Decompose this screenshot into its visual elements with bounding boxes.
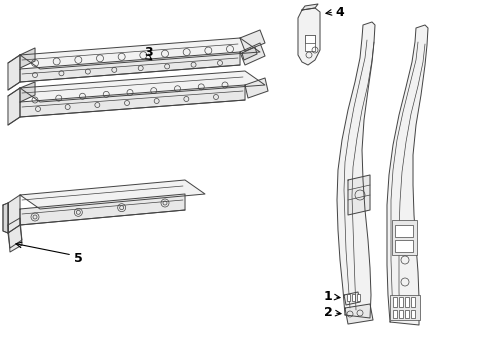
Polygon shape (20, 71, 265, 102)
Text: 1: 1 (323, 291, 332, 303)
Bar (390, 295, 420, 320)
Bar (357, 294, 360, 301)
Polygon shape (240, 30, 265, 51)
Polygon shape (302, 4, 318, 10)
Polygon shape (20, 52, 240, 82)
Text: 3: 3 (144, 45, 152, 59)
Bar (352, 294, 355, 301)
Polygon shape (20, 194, 185, 225)
Bar (347, 294, 350, 301)
Bar (399, 297, 403, 307)
Bar (399, 310, 403, 318)
Polygon shape (8, 218, 22, 252)
Bar (405, 310, 409, 318)
Polygon shape (337, 22, 375, 318)
Bar (395, 225, 413, 237)
Polygon shape (8, 225, 22, 248)
Bar (411, 310, 415, 318)
Polygon shape (8, 195, 20, 233)
Polygon shape (348, 175, 370, 215)
Polygon shape (240, 43, 265, 65)
Text: 2: 2 (323, 306, 332, 320)
Bar (392, 220, 417, 255)
Bar (393, 297, 397, 307)
Polygon shape (344, 292, 360, 305)
Polygon shape (8, 55, 20, 90)
Bar (395, 240, 413, 252)
Bar (405, 297, 409, 307)
Bar (305, 35, 315, 51)
Polygon shape (345, 304, 373, 324)
Polygon shape (20, 85, 245, 117)
Polygon shape (298, 8, 320, 65)
Polygon shape (387, 25, 428, 325)
Polygon shape (20, 82, 35, 102)
Polygon shape (20, 180, 205, 209)
Bar (411, 297, 415, 307)
Bar (393, 310, 397, 318)
Polygon shape (242, 47, 257, 60)
Polygon shape (3, 203, 8, 233)
Polygon shape (245, 78, 268, 98)
Bar (305, 35, 315, 43)
Text: 4: 4 (336, 5, 344, 18)
Text: 5: 5 (74, 252, 82, 265)
Polygon shape (8, 88, 20, 125)
Polygon shape (20, 48, 35, 68)
Polygon shape (20, 38, 260, 69)
